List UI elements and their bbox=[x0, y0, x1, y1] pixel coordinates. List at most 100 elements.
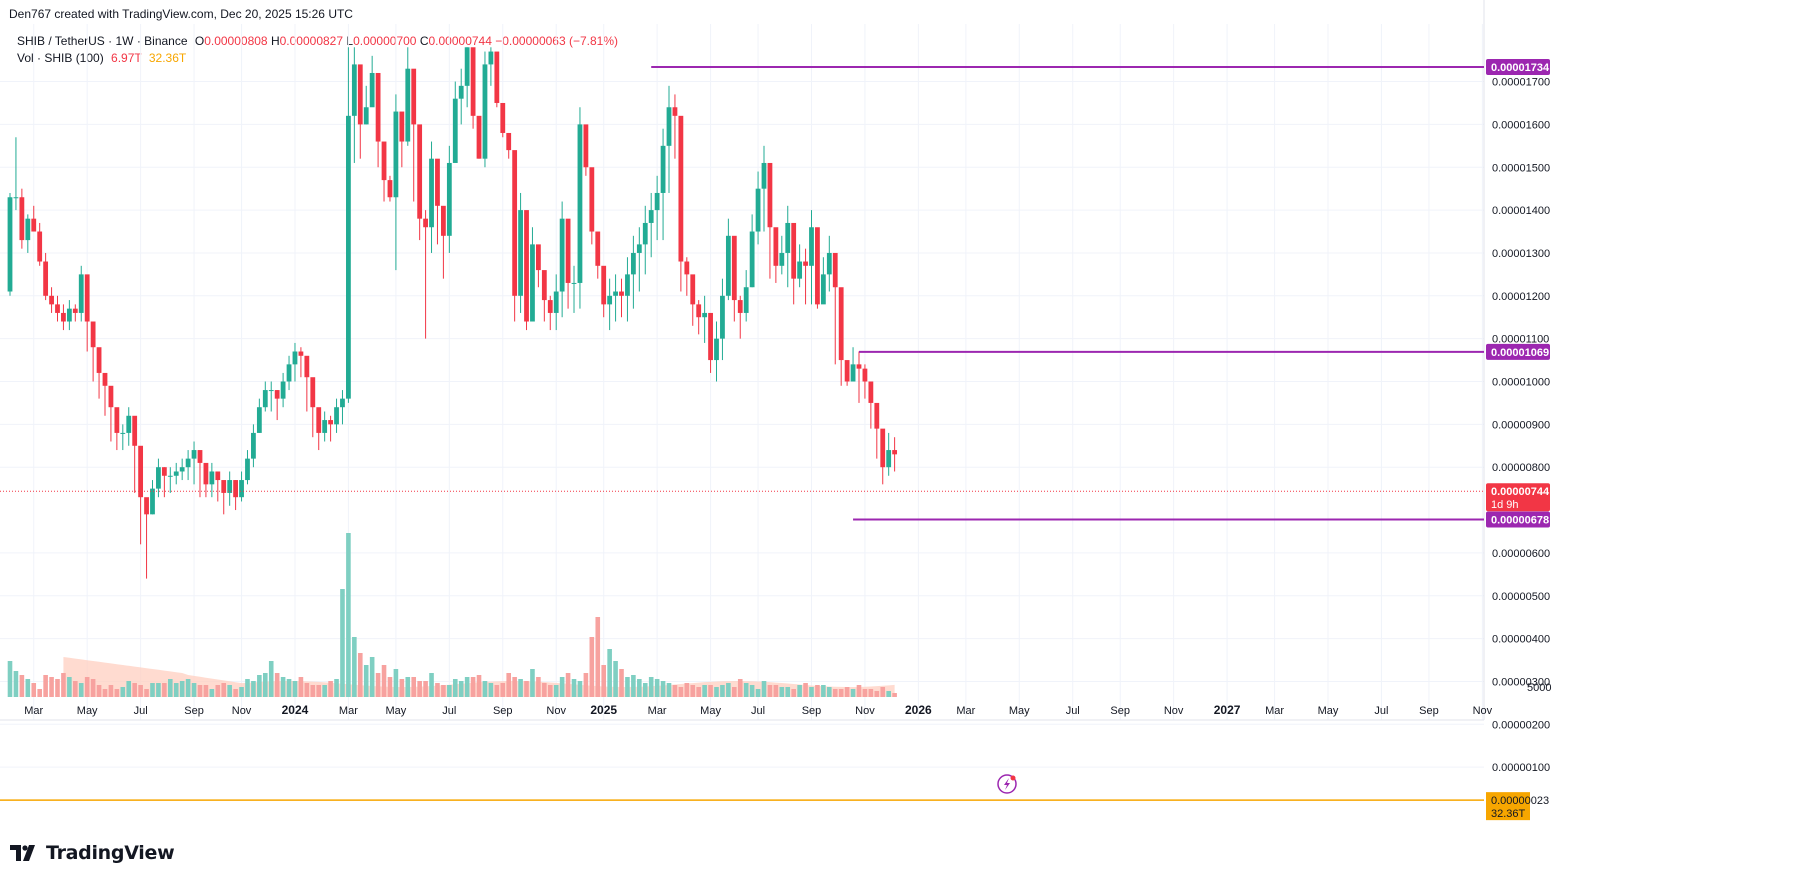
price-tick-label: 0.00001000 bbox=[1492, 377, 1550, 389]
candle-body bbox=[203, 462, 209, 485]
candle-body bbox=[239, 480, 244, 498]
price-tick-label: 0.00001100 bbox=[1492, 334, 1549, 346]
candle-body bbox=[441, 205, 446, 236]
candle-body bbox=[411, 68, 417, 125]
time-tick-label: 2026 bbox=[905, 703, 932, 717]
alert-dot-icon bbox=[1010, 775, 1016, 781]
volume-bar bbox=[791, 689, 796, 697]
volume-bar bbox=[518, 679, 523, 697]
candle-body bbox=[298, 351, 304, 356]
volume-bar bbox=[654, 679, 660, 697]
volume-bar bbox=[761, 681, 767, 697]
time-axis[interactable]: Mar May Jul Sep Nov 2024 Mar May Jul Sep Nov 2025 Ma… bbox=[24, 703, 1492, 717]
price-level-badge-text: 0.00001069 bbox=[1491, 347, 1549, 359]
candle-body bbox=[435, 158, 440, 206]
volume-ma-value: 32.36T bbox=[148, 51, 187, 65]
time-tick-label: Mar bbox=[1265, 705, 1284, 717]
candle-body bbox=[850, 364, 856, 382]
candle-body bbox=[702, 312, 708, 318]
volume-bar bbox=[779, 687, 785, 697]
candle-body bbox=[601, 265, 607, 305]
candle-body bbox=[381, 141, 387, 181]
candle-body bbox=[417, 124, 423, 219]
volume-bar bbox=[322, 685, 327, 697]
volume-bar bbox=[340, 589, 345, 697]
candle-body bbox=[654, 192, 660, 211]
price-axis[interactable]: 0.00001700 0.00001600 0.00001500 0.00001400… bbox=[1492, 77, 1551, 775]
price-tick-label: 0.00001300 bbox=[1492, 248, 1550, 260]
candle-body bbox=[357, 64, 363, 125]
tradingview-logo-icon bbox=[10, 845, 35, 861]
time-tick-label: Nov bbox=[1473, 705, 1493, 717]
volume-bar bbox=[37, 689, 42, 697]
volume-bar bbox=[660, 681, 666, 697]
candle-body bbox=[500, 102, 506, 133]
price-tick-label: 0.00000600 bbox=[1492, 548, 1550, 560]
volume-bar bbox=[167, 679, 173, 697]
volume-bar bbox=[245, 679, 250, 697]
volume-bar bbox=[84, 677, 90, 697]
volume-bar bbox=[696, 687, 701, 697]
volume-bar bbox=[73, 681, 78, 697]
volume-bar bbox=[31, 683, 37, 697]
volume-bar bbox=[732, 687, 737, 697]
candle-body bbox=[346, 115, 351, 399]
volume-bar bbox=[25, 679, 31, 697]
volume-bar bbox=[482, 681, 488, 697]
volume-bar bbox=[173, 683, 179, 697]
volume-bar bbox=[126, 681, 132, 697]
candle-body bbox=[150, 488, 155, 515]
volume-bar bbox=[684, 683, 690, 697]
time-tick-label: Jul bbox=[442, 705, 456, 717]
volume-bar bbox=[702, 685, 707, 697]
candle-body bbox=[108, 385, 114, 408]
symbol-title[interactable]: SHIB / TetherUS · 1W · Binance bbox=[17, 34, 188, 48]
candle-body bbox=[375, 72, 381, 142]
volume-bar bbox=[150, 683, 155, 697]
volume-bar bbox=[856, 685, 862, 697]
candle-body bbox=[660, 145, 666, 193]
candle-body bbox=[559, 218, 565, 292]
volume-bar bbox=[7, 661, 13, 697]
volume-title[interactable]: Vol · SHIB (100) bbox=[17, 51, 104, 65]
volume-bar bbox=[642, 683, 648, 697]
tradingview-logo[interactable]: TradingView bbox=[10, 842, 175, 864]
candle-body bbox=[334, 407, 339, 425]
candle-body bbox=[31, 218, 37, 232]
price-level-badge-text: 0.00000678 bbox=[1491, 514, 1549, 526]
volume-bar bbox=[850, 689, 856, 697]
candle-body bbox=[541, 270, 547, 301]
volume-bar bbox=[512, 677, 517, 697]
low-value: 0.00000700 bbox=[353, 34, 417, 48]
volume-bar bbox=[435, 683, 440, 697]
candle-body bbox=[571, 282, 577, 284]
candle-body bbox=[387, 180, 393, 198]
price-level-badge bbox=[1486, 511, 1550, 528]
volume-bar bbox=[108, 685, 114, 697]
candle-body bbox=[589, 167, 595, 232]
volume-bar bbox=[429, 673, 434, 697]
volume-bar bbox=[601, 665, 606, 697]
price-tick-label: 5000 bbox=[1527, 682, 1551, 694]
volume-bar bbox=[298, 677, 304, 697]
volume-bar bbox=[476, 675, 482, 697]
volume-bar bbox=[132, 683, 137, 697]
volume-bar bbox=[179, 681, 185, 697]
candle-body bbox=[167, 475, 173, 477]
volume-bar bbox=[678, 687, 684, 697]
time-tick-label: 2027 bbox=[1214, 703, 1241, 717]
volume-bar bbox=[892, 693, 897, 697]
time-tick-label: Jul bbox=[1066, 705, 1080, 717]
volume-bar bbox=[755, 689, 761, 697]
volume-bar bbox=[49, 677, 54, 697]
candle-body bbox=[72, 308, 78, 313]
candle-body bbox=[607, 295, 613, 305]
price-tick-label: 0.00001600 bbox=[1492, 119, 1550, 131]
candle-body bbox=[256, 407, 262, 433]
time-tick-label: Nov bbox=[1164, 705, 1184, 717]
price-tick-label: 0.00001400 bbox=[1492, 205, 1550, 217]
candle-body bbox=[672, 107, 678, 116]
lightning-bolt-icon bbox=[1004, 778, 1010, 790]
volume-bar bbox=[352, 637, 357, 697]
